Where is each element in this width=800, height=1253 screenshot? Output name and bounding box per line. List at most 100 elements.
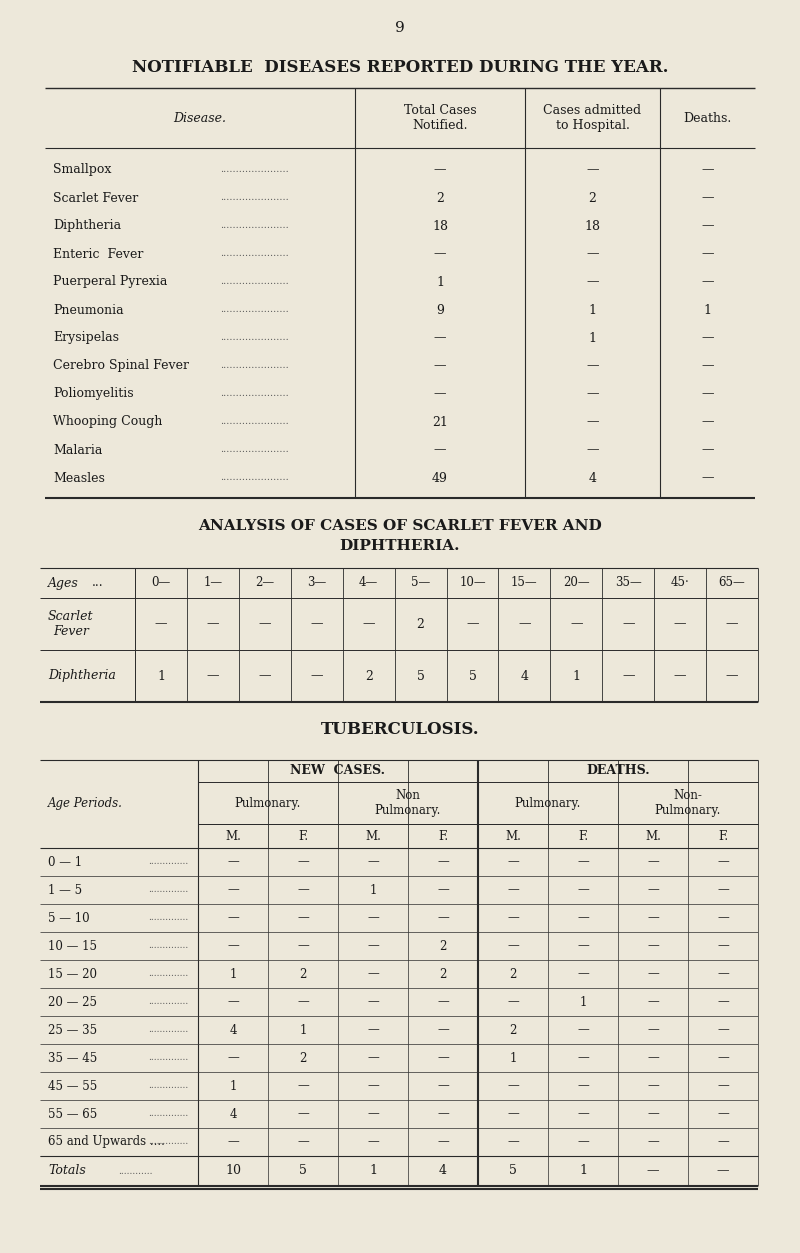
Text: —: —	[647, 911, 659, 925]
Text: —: —	[507, 995, 519, 1009]
Text: 2: 2	[436, 192, 444, 204]
Text: —: —	[367, 856, 379, 868]
Text: 5: 5	[469, 669, 476, 683]
Text: —: —	[586, 360, 598, 372]
Text: —: —	[717, 883, 729, 896]
Text: F.: F.	[718, 829, 728, 842]
Text: Pneumonia: Pneumonia	[53, 303, 124, 317]
Text: —: —	[577, 883, 589, 896]
Text: 9: 9	[395, 21, 405, 35]
Text: ......................: ......................	[220, 417, 289, 426]
Text: —: —	[310, 669, 323, 683]
Text: 4: 4	[230, 1108, 237, 1120]
Text: 49: 49	[432, 471, 448, 485]
Text: 1: 1	[579, 995, 586, 1009]
Text: 15—: 15—	[511, 576, 538, 589]
Text: —: —	[646, 1164, 659, 1178]
Text: —: —	[726, 669, 738, 683]
Text: —: —	[622, 618, 634, 630]
Text: —: —	[702, 276, 714, 288]
Text: —: —	[507, 1135, 519, 1149]
Text: —: —	[586, 276, 598, 288]
Text: —: —	[367, 1080, 379, 1093]
Text: —: —	[717, 995, 729, 1009]
Text: Pulmonary.: Pulmonary.	[515, 797, 581, 809]
Text: ......................: ......................	[220, 362, 289, 371]
Text: 1 — 5: 1 — 5	[48, 883, 82, 896]
Text: F.: F.	[578, 829, 588, 842]
Text: ......................: ......................	[220, 446, 289, 455]
Text: Totals: Totals	[48, 1164, 86, 1178]
Text: ............: ............	[118, 1167, 153, 1175]
Text: Cerebro Spinal Fever: Cerebro Spinal Fever	[53, 360, 189, 372]
Text: —: —	[434, 332, 446, 345]
Text: 1: 1	[589, 303, 597, 317]
Text: —: —	[702, 444, 714, 456]
Text: —: —	[577, 967, 589, 981]
Text: —: —	[437, 856, 449, 868]
Text: —: —	[437, 1024, 449, 1036]
Text: —: —	[717, 967, 729, 981]
Text: 10—: 10—	[459, 576, 486, 589]
Text: —: —	[367, 1051, 379, 1065]
Text: —: —	[227, 883, 239, 896]
Text: —: —	[702, 360, 714, 372]
Text: DIPHTHERIA.: DIPHTHERIA.	[340, 539, 460, 553]
Text: —: —	[622, 669, 634, 683]
Text: —: —	[647, 1080, 659, 1093]
Text: —: —	[434, 387, 446, 401]
Text: —: —	[577, 1108, 589, 1120]
Text: DEATHS.: DEATHS.	[586, 764, 650, 778]
Text: 45·: 45·	[670, 576, 690, 589]
Text: NOTIFIABLE  DISEASES REPORTED DURING THE YEAR.: NOTIFIABLE DISEASES REPORTED DURING THE …	[132, 59, 668, 76]
Text: 0—: 0—	[151, 576, 170, 589]
Text: —: —	[507, 1080, 519, 1093]
Text: —: —	[674, 669, 686, 683]
Text: —: —	[227, 911, 239, 925]
Text: —: —	[717, 1108, 729, 1120]
Text: 2—: 2—	[255, 576, 274, 589]
Text: —: —	[466, 618, 478, 630]
Text: 10: 10	[225, 1164, 241, 1178]
Text: —: —	[297, 1108, 309, 1120]
Text: 1: 1	[703, 303, 711, 317]
Text: —: —	[310, 618, 323, 630]
Text: —: —	[577, 911, 589, 925]
Text: NEW  CASES.: NEW CASES.	[290, 764, 386, 778]
Text: 1: 1	[230, 967, 237, 981]
Text: 4: 4	[589, 471, 597, 485]
Text: —: —	[647, 883, 659, 896]
Text: —: —	[297, 883, 309, 896]
Text: 65—: 65—	[718, 576, 746, 589]
Text: —: —	[717, 1024, 729, 1036]
Text: 1: 1	[436, 276, 444, 288]
Text: —: —	[647, 940, 659, 952]
Text: —: —	[577, 1024, 589, 1036]
Text: ..............: ..............	[148, 1081, 188, 1090]
Text: —: —	[437, 883, 449, 896]
Text: M.: M.	[225, 829, 241, 842]
Text: —: —	[154, 618, 167, 630]
Text: —: —	[437, 1108, 449, 1120]
Text: —: —	[227, 1135, 239, 1149]
Text: ......................: ......................	[220, 222, 289, 231]
Text: 1: 1	[579, 1164, 587, 1178]
Text: —: —	[647, 1051, 659, 1065]
Text: —: —	[437, 995, 449, 1009]
Text: 1: 1	[589, 332, 597, 345]
Text: 2: 2	[589, 192, 597, 204]
Text: ..............: ..............	[148, 941, 188, 951]
Text: Whooping Cough: Whooping Cough	[53, 416, 162, 429]
Text: 2: 2	[417, 618, 425, 630]
Text: 3—: 3—	[307, 576, 326, 589]
Text: —: —	[647, 856, 659, 868]
Text: 21: 21	[432, 416, 448, 429]
Text: Diphtheria: Diphtheria	[48, 669, 116, 683]
Text: —: —	[367, 1135, 379, 1149]
Text: ..............: ..............	[148, 997, 188, 1006]
Text: —: —	[507, 911, 519, 925]
Text: Cases admitted
to Hospital.: Cases admitted to Hospital.	[543, 104, 642, 132]
Text: 18: 18	[585, 219, 601, 233]
Text: ..............: ..............	[148, 857, 188, 867]
Text: 65 and Upwards ....: 65 and Upwards ....	[48, 1135, 165, 1149]
